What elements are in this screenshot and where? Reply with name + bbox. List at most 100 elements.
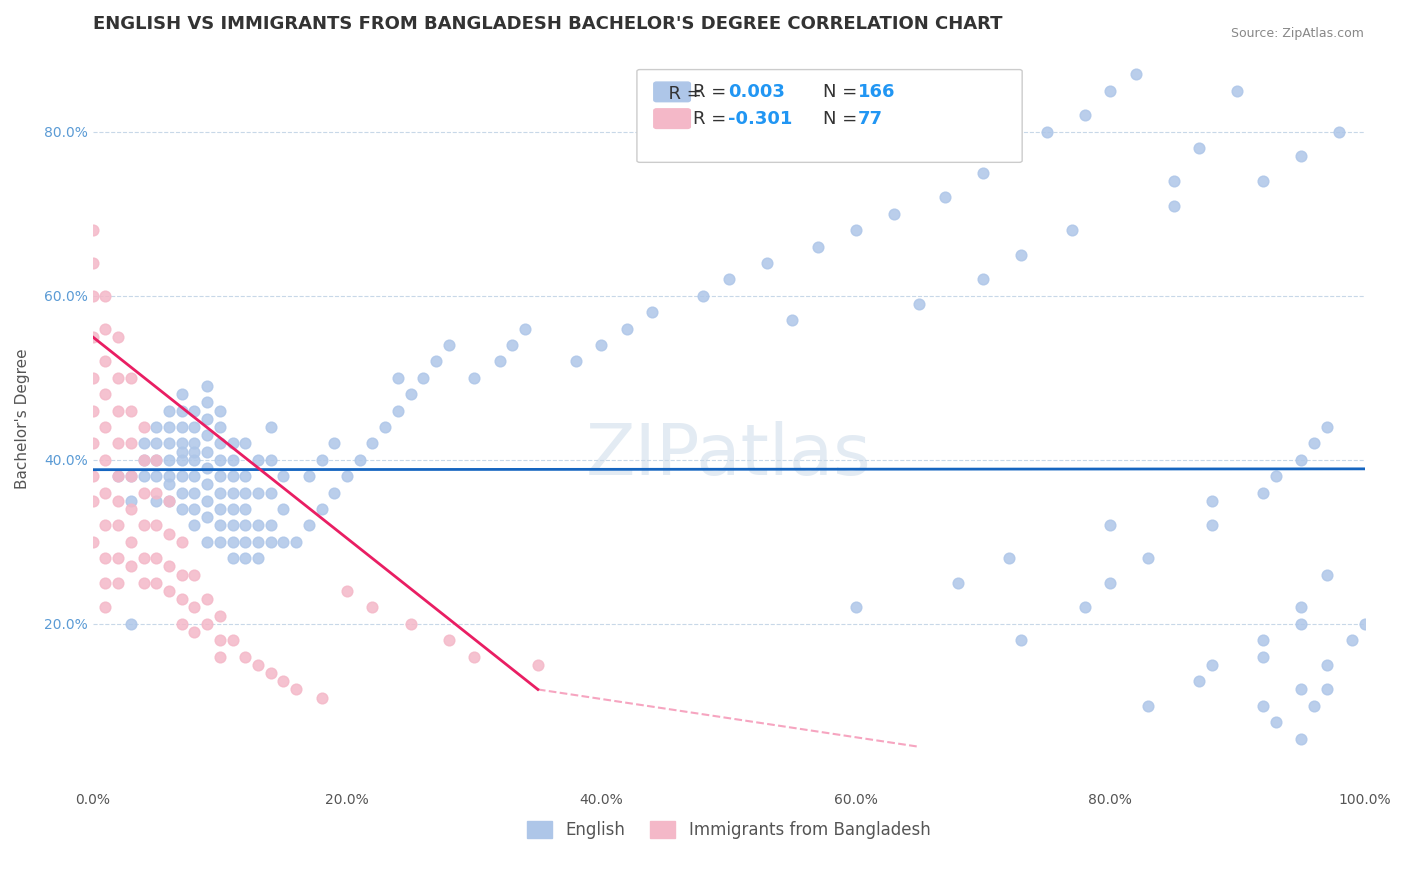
Point (94, 420, 117, 434)
Point (145, 453, 167, 467)
Point (145, 420, 167, 434)
Point (183, 625, 205, 640)
Point (463, 649, 485, 664)
Point (361, 600, 384, 615)
Point (157, 559, 180, 574)
Point (94, 321, 117, 335)
Point (233, 649, 256, 664)
Point (221, 518, 243, 533)
Point (233, 518, 256, 533)
Point (1289, 682, 1312, 697)
Point (208, 453, 231, 467)
Point (120, 502, 142, 516)
Point (221, 485, 243, 500)
Point (311, 690, 333, 705)
Point (1315, 657, 1337, 672)
Point (273, 534, 295, 549)
Point (260, 485, 283, 500)
Point (170, 616, 193, 631)
Point (132, 453, 155, 467)
Point (195, 379, 218, 393)
Point (208, 608, 231, 623)
Point (845, 600, 868, 615)
Point (120, 371, 142, 385)
Point (82, 330, 104, 344)
Point (1010, 633, 1032, 648)
Point (349, 453, 371, 467)
Point (1099, 575, 1122, 590)
Point (323, 485, 346, 500)
Point (107, 551, 129, 566)
Point (972, 272, 994, 286)
Point (157, 493, 180, 508)
Point (246, 485, 269, 500)
Point (780, 313, 803, 327)
Point (132, 551, 155, 566)
Point (692, 289, 714, 303)
Point (1264, 715, 1286, 730)
Point (195, 428, 218, 442)
Point (170, 592, 193, 607)
Point (208, 485, 231, 500)
Point (170, 387, 193, 401)
Point (233, 485, 256, 500)
Point (195, 592, 218, 607)
Point (82, 371, 104, 385)
Point (94, 551, 117, 566)
Point (82, 223, 104, 237)
Point (1251, 698, 1274, 713)
Point (1289, 600, 1312, 615)
Text: 0.003: 0.003 (728, 83, 785, 101)
Point (82, 256, 104, 270)
Point (1329, 125, 1351, 139)
Point (298, 518, 321, 533)
Text: R =: R = (657, 85, 707, 103)
Point (145, 453, 167, 467)
Point (132, 575, 155, 590)
Point (298, 469, 321, 483)
Text: R =: R = (693, 110, 733, 128)
Point (94, 518, 117, 533)
Point (107, 403, 129, 417)
Point (233, 551, 256, 566)
Point (157, 453, 180, 467)
Point (170, 444, 193, 458)
Point (145, 551, 167, 566)
Text: N =: N = (823, 110, 862, 128)
Point (260, 666, 283, 681)
Point (195, 510, 218, 524)
Point (195, 395, 218, 409)
Point (157, 493, 180, 508)
Point (183, 403, 205, 417)
Point (1163, 174, 1185, 188)
Point (183, 600, 205, 615)
Point (233, 502, 256, 516)
Text: ZIPatlas: ZIPatlas (586, 421, 872, 491)
Point (285, 534, 308, 549)
Point (94, 354, 117, 368)
Point (591, 338, 613, 352)
Point (94, 575, 117, 590)
Point (1163, 199, 1185, 213)
Text: 166: 166 (858, 83, 896, 101)
Point (997, 141, 1019, 155)
Point (1137, 551, 1160, 566)
Point (107, 469, 129, 483)
Point (208, 534, 231, 549)
Text: N =: N = (823, 83, 862, 101)
Point (170, 485, 193, 500)
Point (221, 502, 243, 516)
Point (157, 436, 180, 450)
Point (1264, 469, 1286, 483)
Point (1188, 674, 1211, 689)
Point (246, 534, 269, 549)
Point (170, 420, 193, 434)
Point (1062, 223, 1084, 237)
Point (1289, 731, 1312, 746)
Point (208, 469, 231, 483)
Point (1302, 698, 1324, 713)
Point (157, 403, 180, 417)
Point (208, 436, 231, 450)
Point (311, 453, 333, 467)
Point (195, 534, 218, 549)
